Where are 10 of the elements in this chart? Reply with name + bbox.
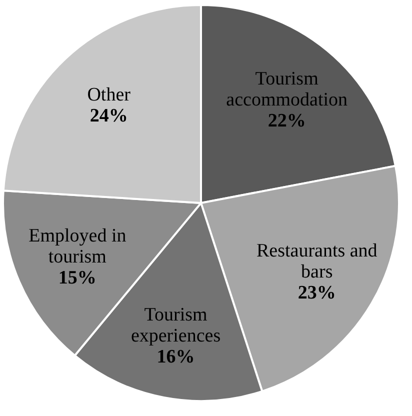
slice-label: Employed in tourism [28,225,127,268]
slice-label: Tourism accommodation [226,68,348,110]
slice-label: Other [87,84,132,106]
data-label: 16% [156,346,195,368]
data-label: 23% [298,282,336,304]
data-label: 24% [90,105,128,126]
slice-label: Restaurants and bars [256,240,378,283]
data-label: 22% [268,110,306,132]
slice-label: Tourism experiences [130,304,221,346]
data-label: 15% [58,267,96,288]
